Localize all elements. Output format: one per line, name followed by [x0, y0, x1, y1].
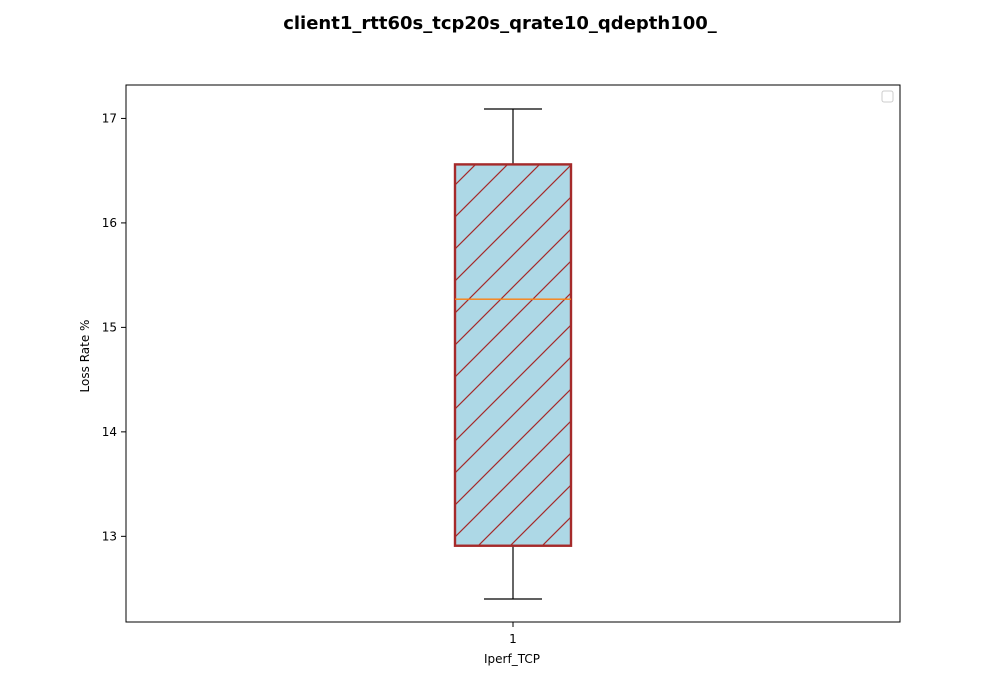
y-tick-label: 13 — [102, 529, 117, 543]
y-tick-label: 17 — [102, 111, 117, 125]
y-tick-label: 15 — [102, 320, 117, 334]
legend-box — [881, 90, 894, 103]
y-axis-label: Loss Rate % — [78, 320, 92, 393]
box-plot-marks — [453, 108, 573, 600]
box-outline — [453, 163, 573, 547]
x-tick-label: 1 — [509, 632, 517, 646]
y-tick-label: 14 — [102, 425, 117, 439]
y-tick-label: 16 — [102, 216, 117, 230]
box-hatch — [455, 164, 571, 546]
x-axis-label: Iperf_TCP — [484, 652, 540, 666]
chart-title: client1_rtt60s_tcp20s_qrate10_qdepth100_ — [283, 13, 717, 34]
x-axis: 1 — [509, 622, 517, 646]
y-axis: 13 14 15 16 17 — [102, 111, 126, 543]
